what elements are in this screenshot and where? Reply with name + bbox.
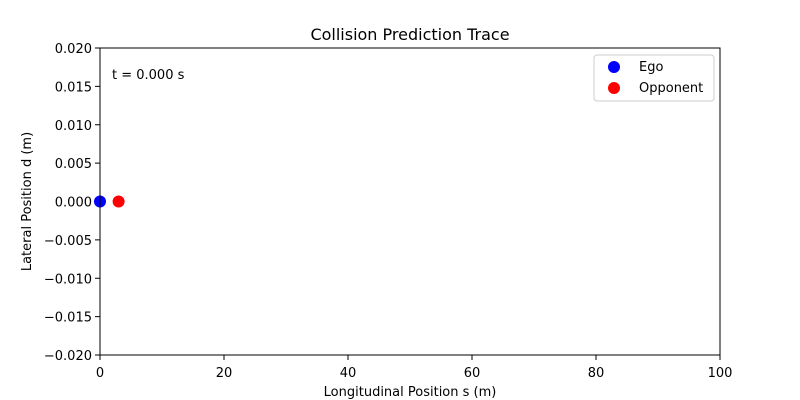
legend-marker-opponent <box>608 82 620 94</box>
point-opponent <box>112 195 125 208</box>
x-tick-label: 100 <box>708 366 733 381</box>
y-tick-label: −0.020 <box>44 349 92 364</box>
y-tick-label: −0.005 <box>44 234 92 249</box>
y-tick-label: 0.000 <box>55 196 92 211</box>
y-tick-label: −0.010 <box>44 272 92 287</box>
y-tick-label: −0.015 <box>44 311 92 326</box>
x-tick-label: 0 <box>96 366 104 381</box>
x-tick-label: 20 <box>216 366 233 381</box>
x-tick-label: 40 <box>340 366 357 381</box>
legend-label-opponent: Opponent <box>639 81 703 96</box>
y-tick-label: 0.015 <box>55 80 92 95</box>
x-tick-label: 60 <box>464 366 481 381</box>
legend-marker-ego <box>608 61 620 73</box>
x-axis-label: Longitudinal Position s (m) <box>324 385 497 400</box>
y-tick-label: 0.020 <box>55 42 92 57</box>
y-axis-label: Lateral Position d (m) <box>20 132 35 271</box>
plot-frame <box>99 47 721 356</box>
legend: Ego Opponent <box>593 54 715 102</box>
legend-frame <box>593 54 715 102</box>
x-tick-label: 80 <box>588 366 605 381</box>
y-tick-label: 0.005 <box>55 157 92 172</box>
y-tick-label: 0.010 <box>55 119 92 134</box>
legend-label-ego: Ego <box>639 60 663 75</box>
x-axis-ticks: 0 20 40 60 80 100 <box>96 355 733 381</box>
time-annotation: t = 0.000 s <box>112 68 185 83</box>
y-axis-ticks: 0.020 0.015 0.010 0.005 0.000 −0.005 −0.010 −0.… <box>44 42 100 364</box>
chart-title: Collision Prediction Trace <box>310 25 509 44</box>
